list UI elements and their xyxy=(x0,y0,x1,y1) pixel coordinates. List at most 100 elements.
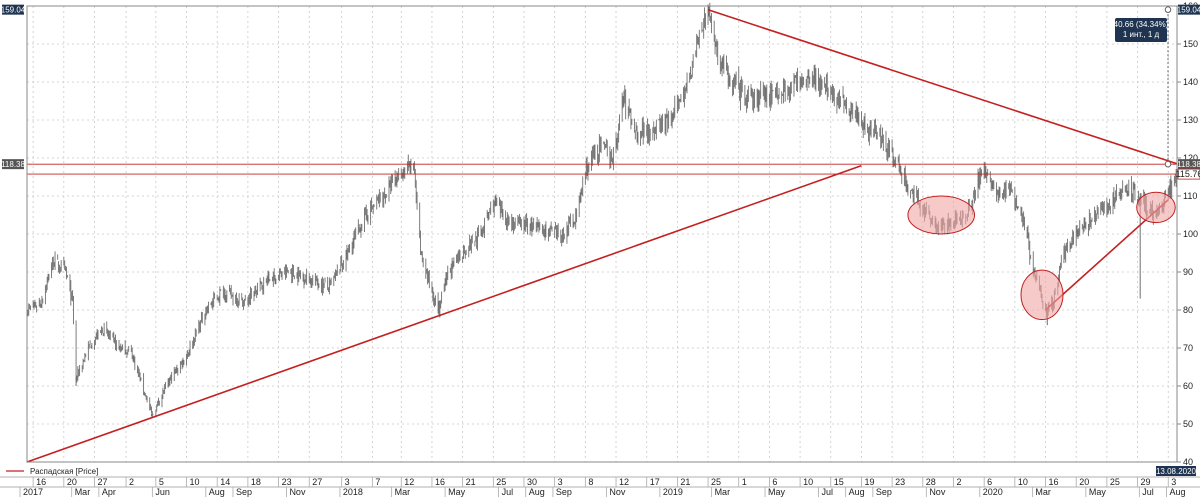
x-day-label: 25 xyxy=(711,477,721,487)
x-day-label: 3 xyxy=(1171,477,1176,487)
x-day-label: 10 xyxy=(803,477,813,487)
x-period-label: Aug xyxy=(529,487,545,497)
y-tick-label: 60 xyxy=(1183,381,1193,391)
measure-tooltip-line1: 40.66 (34.34%) xyxy=(1114,20,1169,29)
y-tick-label: 80 xyxy=(1183,305,1193,315)
y-badge-right-label: 159.04 xyxy=(1177,6,1200,15)
measure-anchor-end[interactable] xyxy=(1164,6,1172,13)
x-period-label: Jul xyxy=(1142,487,1154,497)
y-badge-left-box xyxy=(2,4,24,15)
y-tick-label: 70 xyxy=(1183,343,1193,353)
x-day-label: 12 xyxy=(619,477,629,487)
x-day-label: 10 xyxy=(1018,477,1028,487)
x-day-label: 25 xyxy=(496,477,506,487)
horizontal-levels xyxy=(27,163,1177,175)
x-day-label: 23 xyxy=(282,477,292,487)
measure-tooltip: 40.66 (34.34%)1 инт., 1 д xyxy=(1114,18,1169,42)
x-day-label: 3 xyxy=(558,477,563,487)
x-day-label: 6 xyxy=(772,477,777,487)
x-period-label: Nov xyxy=(929,487,946,497)
x-period-label: Aug xyxy=(209,487,225,497)
y-tick-label: 100 xyxy=(1183,229,1198,239)
x-day-label: 16 xyxy=(36,477,46,487)
y-badge-left-label: 159.04 xyxy=(1,6,26,15)
x-period-label: Nov xyxy=(289,487,306,497)
y-badge-right-box xyxy=(1178,159,1200,170)
legend-label: Распадская [Price] xyxy=(30,467,98,476)
current-date-badge-label: 13.08.2020 xyxy=(1156,467,1197,476)
x-period-label: May xyxy=(1089,487,1107,497)
highlight-ellipse[interactable] xyxy=(907,195,976,235)
x-period-label: Mar xyxy=(395,487,411,497)
y-badge-right: 159.04 xyxy=(1177,4,1200,15)
y-badge-right-label: 118.38 xyxy=(1177,160,1200,169)
highlight-ellipse[interactable] xyxy=(1020,269,1064,320)
y-tick-label: 40 xyxy=(1183,457,1193,467)
x-day-label: 16 xyxy=(435,477,445,487)
y-badge-left-box xyxy=(2,159,24,170)
x-day-label: 8 xyxy=(588,477,593,487)
x-day-label: 21 xyxy=(466,477,476,487)
x-day-label: 20 xyxy=(1079,477,1089,487)
x-day-label: 19 xyxy=(864,477,874,487)
x-day-label: 18 xyxy=(251,477,261,487)
x-day-label: 29 xyxy=(1141,477,1151,487)
x-period-label: Jul xyxy=(502,487,514,497)
y-badge-right-label: 115.76 xyxy=(1176,169,1200,179)
y-badge-right: 118.38 xyxy=(1177,159,1200,170)
trendline-support[interactable] xyxy=(26,164,862,463)
y-tick-label: 140 xyxy=(1183,77,1198,87)
x-day-label: 16 xyxy=(1049,477,1059,487)
x-day-label: 2 xyxy=(956,477,961,487)
x-day-label: 17 xyxy=(650,477,660,487)
y-tick-label: 150 xyxy=(1183,39,1198,49)
x-day-label: 28 xyxy=(926,477,936,487)
x-day-label: 14 xyxy=(220,477,230,487)
highlight-ellipses[interactable] xyxy=(907,191,1176,320)
x-period-label: Mar xyxy=(75,487,91,497)
y-tick-label: 50 xyxy=(1183,419,1193,429)
x-period-label: Nov xyxy=(609,487,626,497)
x-period-label: Aug xyxy=(849,487,865,497)
y-badge-right-box xyxy=(1177,168,1200,180)
price-series xyxy=(26,2,1178,417)
measure-tool[interactable]: 40.66 (34.34%)1 инт., 1 д xyxy=(1114,6,1172,168)
x-axis: 16 20 27 2 5 10 14 18 23 27 3 7 12 16 21 25 30 3 8 12 17 21 25… xyxy=(0,466,1200,497)
current-date-badge-box xyxy=(1156,466,1196,476)
x-period-label: 2017 xyxy=(23,487,43,497)
x-period-label: Sep xyxy=(876,487,892,497)
x-day-label: 2 xyxy=(129,477,134,487)
x-period-label: Apr xyxy=(102,487,116,497)
trendline-resistance[interactable] xyxy=(707,9,1178,165)
y-badge-right: 115.76 xyxy=(1176,168,1200,180)
y-badge-left: 118.38 xyxy=(1,159,25,170)
x-period-label: May xyxy=(448,487,466,497)
x-day-label: 30 xyxy=(527,477,537,487)
y-axis: 405060708090100110120130140150160159.041… xyxy=(1,1,1200,467)
x-day-label: 27 xyxy=(312,477,322,487)
highlight-ellipse[interactable] xyxy=(1136,191,1176,224)
x-day-label: 12 xyxy=(404,477,414,487)
x-day-label: 20 xyxy=(67,477,77,487)
x-period-label: Mar xyxy=(715,487,731,497)
x-day-label: 15 xyxy=(834,477,844,487)
x-day-label: 7 xyxy=(375,477,380,487)
measure-tooltip-line2: 1 инт., 1 д xyxy=(1123,30,1160,39)
x-period-label: 2018 xyxy=(343,487,363,497)
x-period-label: 2019 xyxy=(663,487,683,497)
x-period-label: May xyxy=(768,487,786,497)
x-day-label: 3 xyxy=(345,477,350,487)
legend: Распадская [Price] xyxy=(6,467,98,476)
x-period-label: Jul xyxy=(822,487,834,497)
x-period-label: Sep xyxy=(236,487,252,497)
x-day-label: 1 xyxy=(742,477,747,487)
x-day-label: 23 xyxy=(895,477,905,487)
x-day-label: 5 xyxy=(159,477,164,487)
x-day-label: 27 xyxy=(97,477,107,487)
y-tick-label: 90 xyxy=(1183,267,1193,277)
y-badge-left-label: 118.38 xyxy=(1,160,25,169)
x-day-label: 21 xyxy=(680,477,690,487)
x-day-label: 25 xyxy=(1110,477,1120,487)
measure-anchor-start[interactable] xyxy=(1164,160,1172,168)
